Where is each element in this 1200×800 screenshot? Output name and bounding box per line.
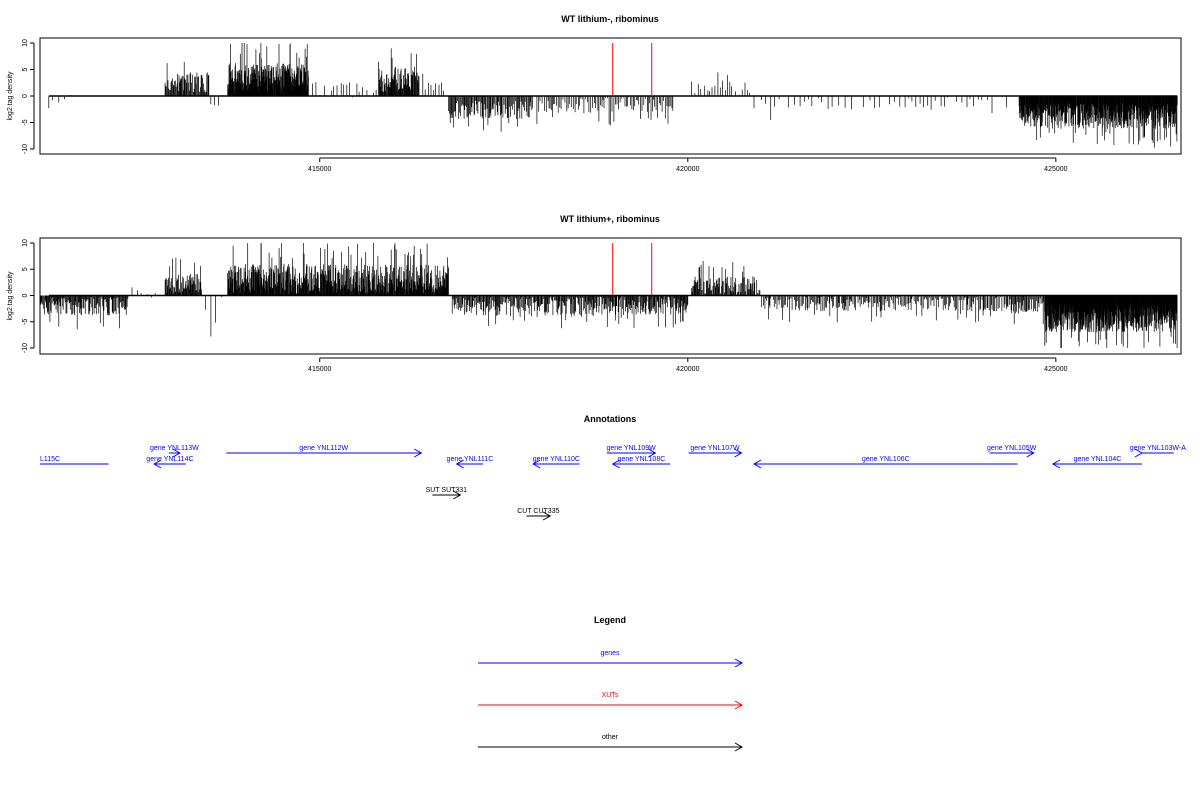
arrow-head [1026,448,1035,458]
x-tick-label: 420000 [676,366,699,373]
arrow-head [153,459,162,469]
y-tick-label: 10 [22,39,29,47]
axes: -10 -5 0 5 10 415000 420000 425000 [22,239,1068,373]
chart-title: WT lithium+, ribominus [560,214,660,224]
arrow-head [734,742,744,752]
panel-lithium-plus: WT lithium+, ribominus log2 tag density … [7,214,1182,373]
arrow-head [611,459,620,469]
annotations-title: Annotations [584,414,637,424]
legend-title: Legend [594,615,626,625]
arrow-head [1051,459,1061,469]
legend-label: XUTs [602,692,619,699]
annotation-feature: gene YNL114C [146,456,194,469]
y-tick-label: 5 [22,67,29,71]
legend-label: other [602,734,619,741]
y-tick-label: -5 [22,119,29,125]
arrow-head [542,511,552,521]
annotation-feature: gene YNL106C [753,456,1018,469]
arrow-head [172,448,181,458]
feature-label: SUT SUT331 [426,487,468,494]
feature-label: CUT CUT335 [517,508,559,515]
annotation-feature: SUT SUT331 [426,487,468,500]
arrow-head [734,448,743,458]
legend-item: other [478,734,744,752]
annotations-track: Annotations L115C gene YNL113W gene YNL114… [40,414,1186,521]
plot-frame [39,37,1182,155]
annotation-feature: gene YNL103W-A [1130,445,1186,458]
arrow-head [532,459,541,469]
arrow-head [753,459,762,469]
y-tick-label: 0 [22,293,29,297]
feature-label: L115C [40,456,60,463]
annotation-feature: gene YNL108C [611,456,671,469]
legend: Legend genes XUTs other [478,615,744,752]
arrow-head [734,658,744,668]
annotation-feature: gene YNL104C [1051,456,1142,469]
marker-lines [612,243,653,296]
y-tick-label: -5 [22,319,29,325]
arrow-head [453,490,462,500]
feature-label: gene YNL105W [987,445,1037,452]
feature-label: gene YNL106C [862,456,910,463]
legend-item: genes [478,650,744,668]
y-tick-label: 10 [22,239,29,247]
annotation-feature: CUT CUT335 [517,508,560,521]
feature-label: gene YNL108C [618,456,666,463]
feature-label: gene YNL103W-A [1130,445,1186,452]
x-tick-label: 425000 [1044,366,1067,373]
feature-label: gene YNL111C [447,456,494,463]
feature-label: gene YNL109W [606,445,656,452]
arrow-head [455,459,464,469]
feature-label: gene YNL110C [533,456,580,463]
y-tick-label: -10 [22,343,29,353]
annotation-features: L115C gene YNL113W gene YNL114C gene YNL112… [40,445,1186,521]
feature-label: gene YNL114C [146,456,193,463]
x-tick-label: 425000 [1044,166,1067,173]
chart-title: WT lithium-, ribominus [561,14,659,24]
data-bars [39,243,1178,348]
legend-item: XUTs [478,692,744,710]
x-tick-label: 415000 [308,166,331,173]
y-tick-label: -10 [22,144,29,154]
annotation-feature: gene YNL112W [226,445,423,458]
annotation-feature: L115C [40,456,109,465]
annotation-feature: gene YNL107W [688,445,743,458]
legend-items: genes XUTs other [478,650,744,752]
x-tick-label: 415000 [308,366,331,373]
arrow-head [734,700,744,710]
legend-label: genes [600,650,620,657]
marker-lines [612,43,653,96]
y-tick-label: 5 [22,267,29,271]
annotation-feature: gene YNL113W [150,445,199,458]
y-axis-label: log2 tag density [7,271,14,321]
annotation-feature: gene YNL105W [987,445,1037,458]
feature-label: gene YNL113W [150,445,199,452]
data-bars [48,43,1178,148]
y-tick-label: 0 [22,94,29,98]
y-axis-label: log2 tag density [7,71,14,121]
arrow-head [414,448,423,458]
annotation-feature: gene YNL111C [447,456,494,469]
axes: -10 -5 0 5 10 415000 420000 425000 [22,39,1068,173]
arrow-head [648,448,657,458]
panel-lithium-minus: WT lithium-, ribominus log2 tag density … [7,14,1182,173]
feature-label: gene YNL107W [690,445,740,452]
annotation-feature: gene YNL109W [606,445,657,458]
x-tick-label: 420000 [676,166,699,173]
arrow-head [1134,448,1144,458]
annotation-feature: gene YNL110C [532,456,580,469]
feature-label: gene YNL104C [1074,456,1122,463]
feature-label: gene YNL112W [299,445,348,452]
